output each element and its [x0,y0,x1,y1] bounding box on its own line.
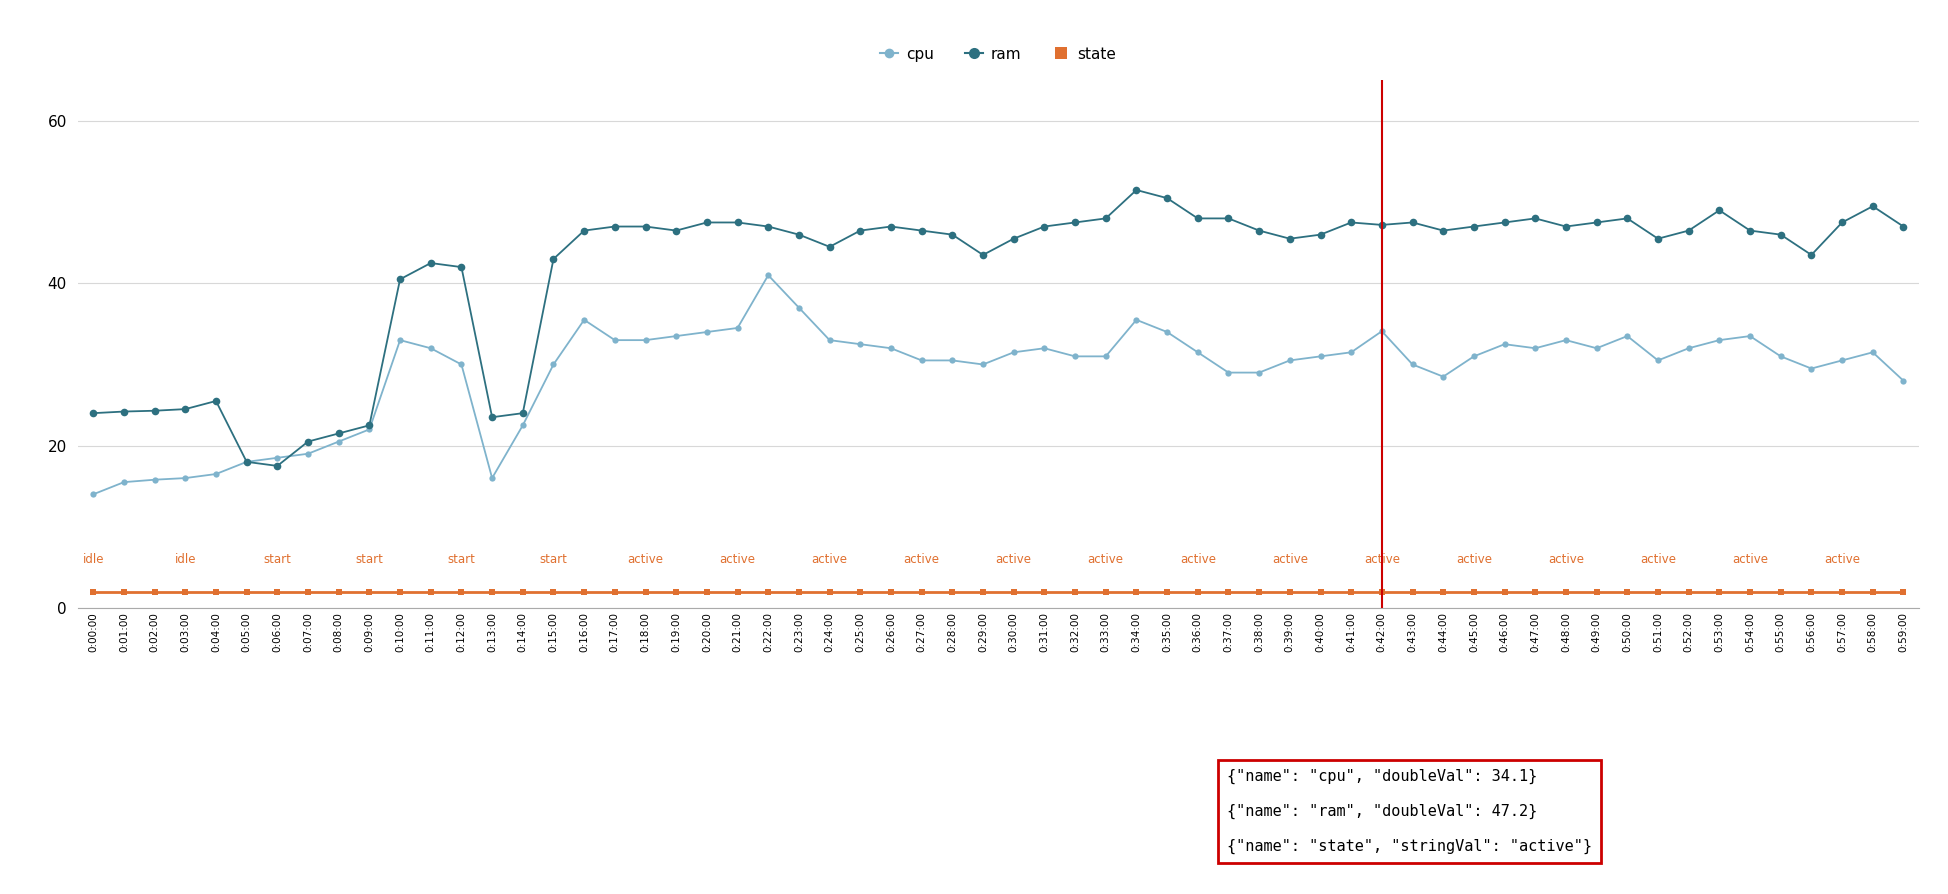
Text: active: active [995,552,1032,566]
Text: active: active [1640,552,1675,566]
Text: active: active [904,552,939,566]
Text: idle: idle [175,552,197,566]
Legend: cpu, ram, state: cpu, ram, state [875,40,1122,68]
Text: active: active [1455,552,1492,566]
Text: start: start [540,552,567,566]
Text: active: active [1364,552,1401,566]
Text: active: active [812,552,847,566]
Text: active: active [1180,552,1216,566]
Text: active: active [719,552,756,566]
Text: active: active [1732,552,1769,566]
Text: active: active [1087,552,1124,566]
Text: idle: idle [82,552,103,566]
Text: active: active [627,552,664,566]
Text: start: start [355,552,384,566]
Text: active: active [1549,552,1584,566]
Text: start: start [448,552,475,566]
Text: active: active [1272,552,1307,566]
Text: {"name": "cpu", "doubleVal": 34.1}

{"name": "ram", "doubleVal": 47.2}

{"name":: {"name": "cpu", "doubleVal": 34.1} {"nam… [1227,769,1592,854]
Text: active: active [1823,552,1860,566]
Text: start: start [263,552,292,566]
